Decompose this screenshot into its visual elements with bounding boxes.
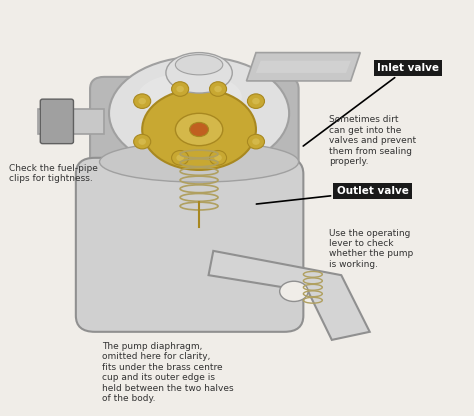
Circle shape <box>138 98 146 104</box>
Polygon shape <box>256 61 351 73</box>
Ellipse shape <box>280 281 308 302</box>
Circle shape <box>252 139 260 145</box>
Circle shape <box>134 94 151 109</box>
Text: Sometimes dirt
can get into the
valves and prevent
them from sealing
properly.: Sometimes dirt can get into the valves a… <box>329 115 417 166</box>
Text: Outlet valve: Outlet valve <box>256 186 409 204</box>
Circle shape <box>214 155 222 161</box>
Text: Check the fuel-pipe
clips for tightness.: Check the fuel-pipe clips for tightness. <box>9 164 99 183</box>
Ellipse shape <box>175 54 223 75</box>
Ellipse shape <box>142 89 256 170</box>
Circle shape <box>252 98 260 104</box>
Text: Inlet valve: Inlet valve <box>303 63 439 146</box>
Ellipse shape <box>175 113 223 146</box>
Polygon shape <box>246 52 360 81</box>
Circle shape <box>247 94 264 109</box>
Ellipse shape <box>100 141 299 182</box>
Circle shape <box>176 155 184 161</box>
Circle shape <box>172 82 189 97</box>
Circle shape <box>138 139 146 145</box>
Ellipse shape <box>190 122 209 136</box>
Circle shape <box>134 134 151 149</box>
Polygon shape <box>38 109 104 134</box>
FancyBboxPatch shape <box>76 158 303 332</box>
Circle shape <box>210 151 227 165</box>
Ellipse shape <box>137 73 242 121</box>
Circle shape <box>172 151 189 165</box>
Circle shape <box>210 82 227 97</box>
Circle shape <box>176 86 184 92</box>
Text: Use the operating
lever to check
whether the pump
is working.: Use the operating lever to check whether… <box>329 229 414 269</box>
Text: The pump diaphragm,
omitted here for clarity,
fits under the brass centre
cup an: The pump diaphragm, omitted here for cla… <box>102 342 234 403</box>
FancyBboxPatch shape <box>90 77 299 223</box>
Polygon shape <box>209 251 370 340</box>
Circle shape <box>214 86 222 92</box>
Ellipse shape <box>166 52 232 93</box>
FancyBboxPatch shape <box>40 99 73 144</box>
Circle shape <box>247 134 264 149</box>
Ellipse shape <box>109 57 289 170</box>
